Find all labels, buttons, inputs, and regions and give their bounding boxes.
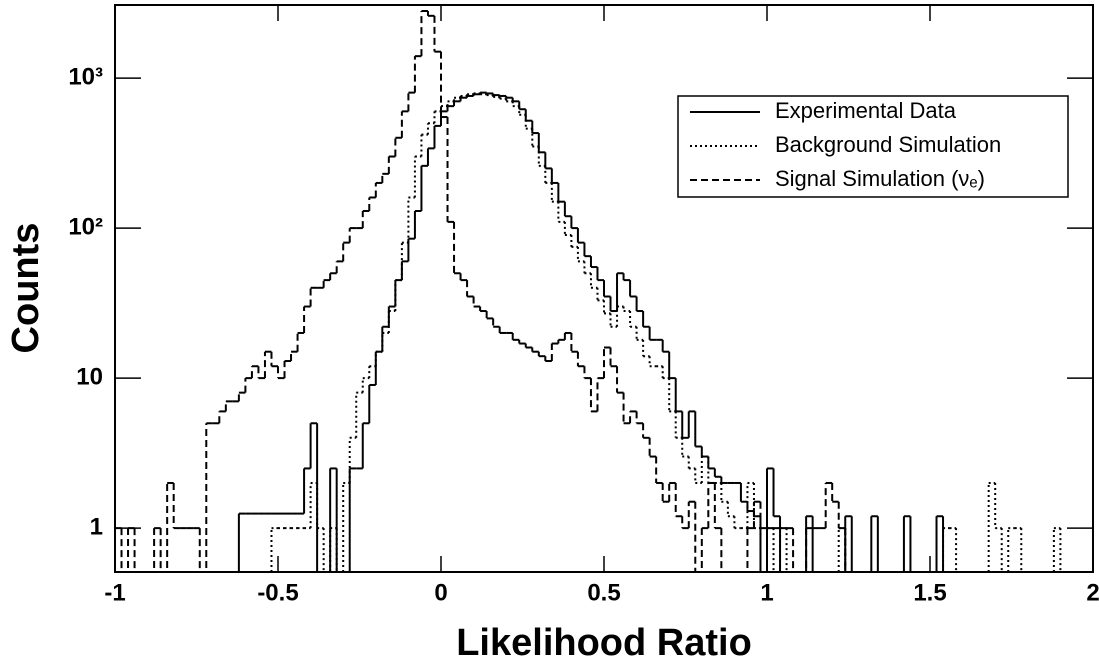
y-tick-label: 10³: [68, 63, 103, 90]
y-tick-label: 10²: [68, 213, 103, 240]
y-axis-title: Counts: [5, 223, 47, 354]
plot-area: [115, 9, 1062, 572]
x-tick-label: 2: [1086, 579, 1099, 606]
x-tick-label: 1.5: [913, 579, 946, 606]
legend-label: Experimental Data: [775, 98, 957, 123]
y-tick-label: 10: [76, 363, 103, 390]
y-tick-label: 1: [90, 513, 103, 540]
x-tick-label: 1: [760, 579, 773, 606]
x-tick-label: -1: [104, 579, 125, 606]
x-tick-label: 0: [434, 579, 447, 606]
x-tick-label: -0.5: [257, 579, 298, 606]
x-axis-title: Likelihood Ratio: [456, 622, 752, 664]
legend-label: Signal Simulation (νₑ): [775, 166, 985, 191]
x-tick-label: 0.5: [587, 579, 620, 606]
legend-label: Background Simulation: [775, 132, 1001, 157]
